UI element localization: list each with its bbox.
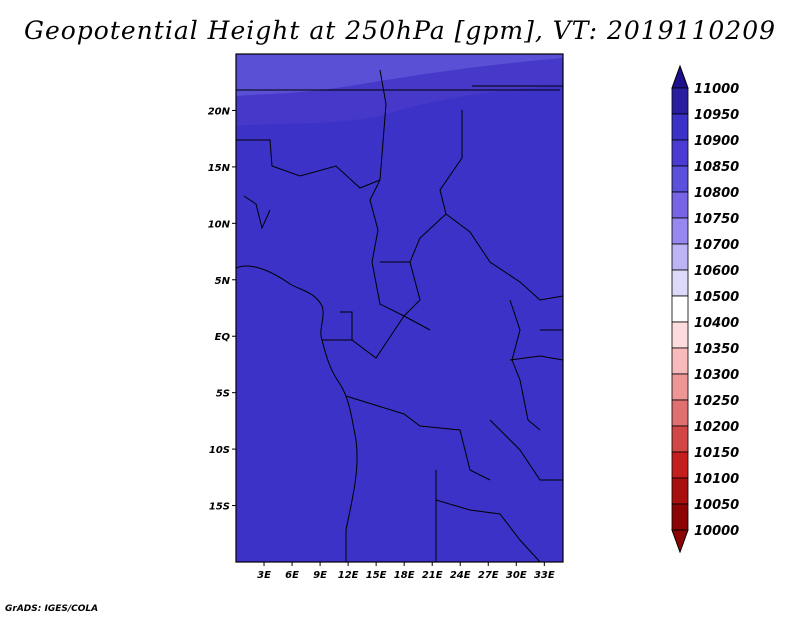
- lon-tick-label: 18E: [394, 570, 415, 581]
- lat-tick-label: 15S: [209, 502, 230, 513]
- colorbar-bottom-arrow: [671, 529, 689, 554]
- colorbar-level-label: 10250: [694, 394, 739, 409]
- colorbar-level-label: 11000: [694, 82, 739, 97]
- colorbar-level-label: 10800: [694, 186, 739, 201]
- lat-tick-label: 20N: [208, 106, 231, 117]
- colorbar-box: [671, 217, 689, 245]
- colorbar-level-label: 10100: [694, 472, 739, 487]
- colorbar-top-arrow: [671, 64, 689, 89]
- colorbar-level-label: 10700: [694, 238, 739, 253]
- colorbar-level-label: 10850: [694, 160, 739, 175]
- lat-tick-label: 10S: [209, 445, 230, 456]
- lon-axis: 3E 6E 9E 12E 15E 18E 21E 24E 27E 30E 33E: [257, 562, 555, 581]
- lat-tick-label: EQ: [215, 332, 231, 343]
- chart-title: Geopotential Height at 250hPa [gpm], VT:…: [23, 16, 777, 45]
- colorbar-box: [671, 191, 689, 219]
- lon-tick-label: 21E: [422, 570, 443, 581]
- colorbar-level-label: 10300: [694, 368, 739, 383]
- lon-tick-label: 15E: [366, 570, 387, 581]
- colorbar-box: [671, 477, 689, 505]
- lon-tick-label: 33E: [534, 570, 555, 581]
- lon-tick-label: 30E: [506, 570, 527, 581]
- lon-tick-label: 12E: [338, 570, 359, 581]
- field-band-10900: [236, 54, 563, 96]
- colorbar-level-label: 10900: [694, 134, 739, 149]
- colorbar-box: [671, 503, 689, 531]
- colorbar-box: [671, 269, 689, 297]
- lon-tick-label: 24E: [450, 570, 471, 581]
- colorbar-box: [671, 451, 689, 479]
- map-frame: [235, 53, 564, 563]
- colorbar-level-label: 10950: [694, 108, 739, 123]
- colorbar-box: [671, 87, 689, 115]
- grads-footer: GrADS: IGES/COLA: [5, 604, 99, 614]
- colorbar-level-label: 10750: [694, 212, 739, 227]
- colorbar-box: [671, 321, 689, 349]
- colorbar-level-label: 10000: [694, 524, 739, 539]
- colorbar-level-label: 10400: [694, 316, 739, 331]
- lon-tick-label: 6E: [285, 570, 299, 581]
- colorbar-box: [671, 165, 689, 193]
- colorbar-level-label: 10050: [694, 498, 739, 513]
- colorbar-level-label: 10200: [694, 420, 739, 435]
- colorbar-box: [671, 243, 689, 271]
- lon-tick-label: 9E: [313, 570, 327, 581]
- lat-tick-label: 10N: [208, 219, 231, 230]
- country-borders: [236, 69, 563, 562]
- colorbar-level-label: 10500: [694, 290, 739, 305]
- lat-tick-label: 5N: [215, 276, 231, 287]
- colorbar-box: [671, 113, 689, 141]
- lat-axis: 20N 15N 10N 5N EQ 5S 10S 15S: [208, 106, 236, 513]
- colorbar-box: [671, 139, 689, 167]
- colorbar-box: [671, 399, 689, 427]
- colorbar-level-label: 10600: [694, 264, 739, 279]
- lat-tick-label: 5S: [216, 389, 230, 400]
- colorbar-box: [671, 347, 689, 375]
- colorbar-level-label: 10150: [694, 446, 739, 461]
- colorbar-box: [671, 373, 689, 401]
- lon-tick-label: 27E: [478, 570, 499, 581]
- lat-tick-label: 15N: [208, 163, 231, 174]
- colorbar-level-label: 10350: [694, 342, 739, 357]
- colorbar-box: [671, 295, 689, 323]
- field-background: [236, 54, 563, 562]
- colorbar-box: [671, 425, 689, 453]
- lon-tick-label: 3E: [257, 570, 271, 581]
